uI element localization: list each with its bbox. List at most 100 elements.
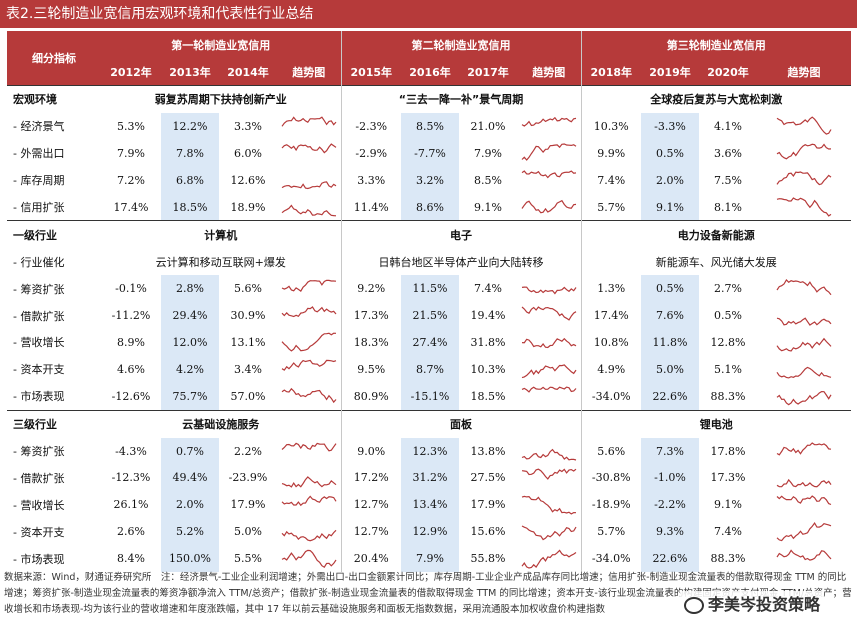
- table-cell: 3.4%: [234, 362, 262, 376]
- sparkline-path: [521, 117, 576, 128]
- table-cell: 12.6%: [230, 173, 266, 187]
- trend-sparkline: [521, 549, 577, 569]
- table-cell: -2.3%: [340, 112, 401, 140]
- table-cell: 8.9%: [117, 335, 145, 349]
- trend-sparkline: [521, 117, 576, 128]
- trend-sparkline: [776, 197, 832, 217]
- header-year: 2014年: [219, 59, 277, 86]
- table-cell: 17.4%: [113, 200, 149, 214]
- footnote: 数据来源：Wind，财通证券研究所 注：经济景气-工业企业利润增速；外需出口-出…: [4, 572, 852, 615]
- table-cell: 5.6%: [234, 282, 262, 296]
- sparkline-path: [521, 305, 577, 321]
- trend-cell: [277, 113, 341, 140]
- table-cell: 88.3%: [710, 552, 746, 566]
- catalyst-text: 云计算和移动互联网+爆发: [155, 255, 286, 269]
- header-trend: 趋势图: [757, 59, 851, 86]
- sparkline-path: [521, 549, 577, 569]
- row-label: - 行业催化: [13, 255, 65, 269]
- trend-sparkline: [521, 468, 577, 480]
- trend-cell: [517, 275, 581, 302]
- table-cell: -34.0%: [580, 382, 641, 411]
- table-cell: -18.9%: [580, 491, 641, 519]
- table-cell: 5.1%: [714, 362, 742, 376]
- trend-cell: [757, 356, 851, 383]
- sparkline-path: [776, 367, 832, 379]
- summary-table: 细分指标 第一轮制造业宽信用 第二轮制造业宽信用 第三轮制造业宽信用 2012年 2013…: [7, 31, 851, 573]
- table-cell: 4.6%: [117, 362, 145, 376]
- trend-sparkline: [776, 391, 832, 406]
- table-cell: 11.8%: [641, 329, 699, 356]
- table-cell: 3.2%: [401, 166, 459, 194]
- table-cell: 2.2%: [234, 444, 262, 458]
- table-cell: 9.3%: [641, 518, 699, 546]
- sparkline-path: [776, 548, 832, 561]
- trend-sparkline: [281, 116, 337, 127]
- sparkline-path: [776, 391, 832, 406]
- table-row: - 库存周期 7.2% 6.8% 12.6% 3.3% 3.2% 8.5% 7.4% 2.0% 7…: [7, 166, 851, 194]
- table-cell: -0.1%: [115, 282, 147, 296]
- trend-cell: [517, 194, 581, 221]
- table-cell: 17.3%: [710, 471, 746, 485]
- section-theme: 计算机: [101, 220, 341, 249]
- table-cell: 5.2%: [161, 518, 219, 546]
- trend-cell: [277, 329, 341, 356]
- table-cell: 17.2%: [340, 464, 401, 492]
- table-cell: 21.5%: [401, 302, 459, 330]
- table-cell: 5.6%: [580, 437, 641, 465]
- trend-cell: [517, 302, 581, 329]
- trend-cell: [757, 383, 851, 410]
- sparkline-path: [521, 468, 577, 480]
- header-year: 2016年: [401, 59, 459, 86]
- trend-cell: [757, 518, 851, 545]
- sparkline-path: [281, 442, 337, 452]
- sparkline-path: [776, 495, 832, 505]
- table-cell: 5.0%: [234, 525, 262, 539]
- trend-cell: [517, 464, 581, 491]
- table-cell: 4.9%: [580, 355, 641, 383]
- table-cell: 9.1%: [474, 200, 502, 214]
- table-cell: 19.4%: [470, 309, 506, 323]
- sparkline-path: [281, 305, 337, 317]
- table-cell: 29.4%: [161, 302, 219, 330]
- sparkline-path: [776, 143, 832, 160]
- table-cell: 150.0%: [161, 545, 219, 573]
- trend-sparkline: [776, 495, 832, 505]
- table-cell: -30.8%: [580, 464, 641, 492]
- table-cell: 1.3%: [580, 275, 641, 303]
- table-cell: 75.7%: [161, 382, 219, 411]
- row-label: - 库存周期: [13, 174, 65, 188]
- table-cell: 13.4%: [401, 491, 459, 519]
- sparkline-path: [521, 338, 577, 349]
- trend-sparkline: [776, 521, 832, 541]
- trend-cell: [277, 302, 341, 329]
- section-label: 一级行业: [7, 220, 101, 249]
- section-theme: 锂电池: [580, 409, 851, 438]
- table-cell: 21.0%: [470, 119, 506, 133]
- table-row: - 外需出口 7.9% 7.8% 6.0% -2.9% -7.7% 7.9% 9.9% 0.5%…: [7, 139, 851, 167]
- table-cell: 0.5%: [641, 139, 699, 167]
- header-period: 第二轮制造业宽信用: [340, 31, 581, 59]
- row-label: - 借款扩张: [13, 309, 65, 323]
- header-corner: 细分指标: [7, 31, 101, 86]
- table-cell: 0.5%: [714, 309, 742, 323]
- trend-cell: [277, 140, 341, 167]
- trend-cell: [517, 383, 581, 410]
- row-label: - 资本开支: [13, 363, 65, 377]
- sparkline-path: [281, 181, 337, 190]
- table-cell: 18.5%: [470, 389, 506, 403]
- trend-sparkline: [281, 476, 337, 488]
- table-cell: 2.6%: [117, 525, 145, 539]
- trend-cell: [517, 140, 581, 167]
- sparkline-path: [776, 338, 832, 353]
- table-cell: 49.4%: [161, 464, 219, 492]
- trend-sparkline: [776, 548, 832, 561]
- table-cell: 7.4%: [580, 166, 641, 194]
- trend-sparkline: [776, 171, 832, 186]
- row-label: - 经济景气: [13, 120, 65, 134]
- table-cell: 2.8%: [161, 275, 219, 303]
- table-cell: 0.5%: [641, 275, 699, 303]
- table-cell: 3.3%: [340, 166, 401, 194]
- table-cell: 30.9%: [230, 309, 266, 323]
- table-row: - 资本开支 4.6% 4.2% 3.4% 9.5% 8.7% 10.3% 4.9% 5.0% 5…: [7, 355, 851, 383]
- table-cell: 9.9%: [580, 139, 641, 167]
